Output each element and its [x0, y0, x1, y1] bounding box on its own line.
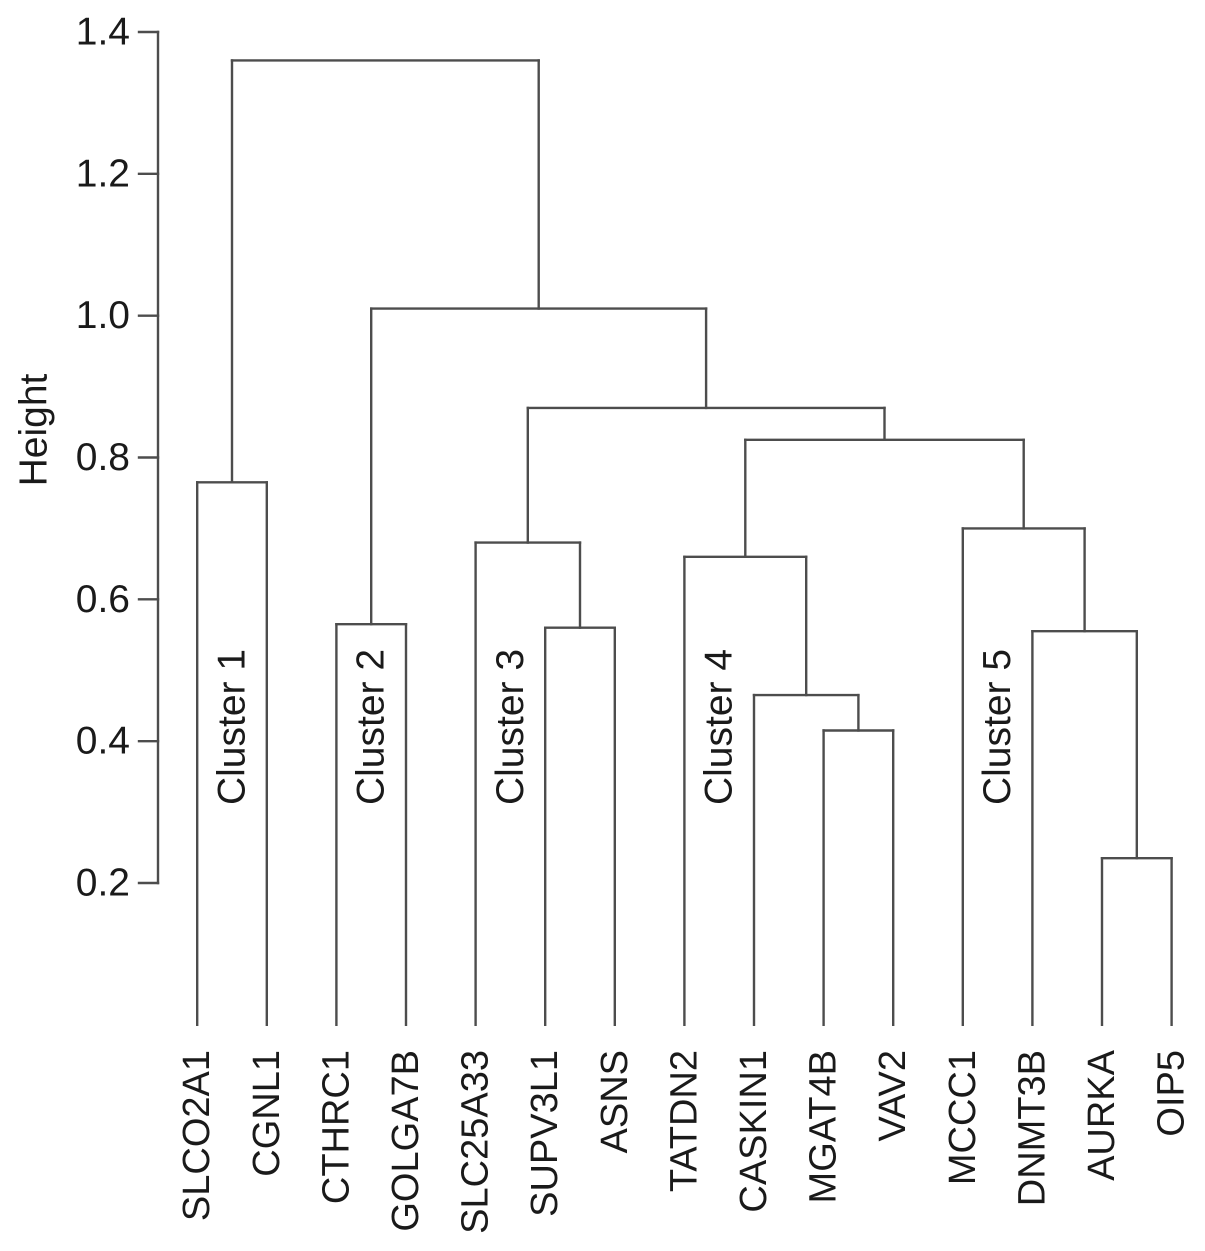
- cluster-annotation: Cluster 4: [698, 649, 741, 805]
- y-tick-label: 0.2: [76, 862, 130, 905]
- leaf-label: ASNS: [594, 1050, 636, 1153]
- cluster-annotation: Cluster 1: [211, 649, 254, 805]
- cluster-annotation: Cluster 5: [976, 649, 1019, 805]
- y-axis: 1.4 1.2 1.0 0.8 0.6 0.4 0.2: [76, 11, 160, 905]
- y-tick-label: 1.4: [76, 11, 130, 54]
- leaf-label: DNMT3B: [1011, 1050, 1053, 1206]
- dendrogram-links: [195, 59, 1173, 1027]
- cluster-annotation: Cluster 2: [350, 649, 393, 805]
- leaf-label: OIP5: [1151, 1050, 1193, 1137]
- y-axis-title: Height: [13, 373, 56, 486]
- cluster-labels: Cluster 1 Cluster 2 Cluster 3 Cluster 4 Clus…: [211, 649, 1020, 805]
- leaf-label: CASKIN1: [733, 1050, 775, 1213]
- leaf-label: TATDN2: [663, 1050, 705, 1192]
- leaf-label: VAV2: [872, 1050, 914, 1142]
- y-tick-label: 1.2: [76, 152, 130, 195]
- leaf-label: GOLGA7B: [385, 1050, 427, 1232]
- leaf-label: AURKA: [1081, 1049, 1123, 1181]
- leaf-label: SUPV3L1: [524, 1050, 566, 1217]
- leaf-label: MGAT4B: [803, 1050, 845, 1203]
- y-tick-label: 1.0: [76, 294, 130, 337]
- y-tick-label: 0.4: [76, 720, 130, 763]
- leaf-label: SLCO2A1: [176, 1050, 218, 1221]
- leaf-label: MCCC1: [942, 1050, 984, 1185]
- leaf-labels: SLCO2A1 CGNL1 CTHRC1 GOLGA7B SLC25A33 SUPV3L1…: [176, 1049, 1192, 1233]
- leaf-label: CGNL1: [246, 1050, 288, 1177]
- y-tick-label: 0.8: [76, 436, 130, 479]
- leaf-label: CTHRC1: [315, 1050, 357, 1204]
- cluster-annotation: Cluster 3: [489, 649, 532, 805]
- leaf-label: SLC25A33: [455, 1050, 497, 1234]
- y-tick-label: 0.6: [76, 578, 130, 621]
